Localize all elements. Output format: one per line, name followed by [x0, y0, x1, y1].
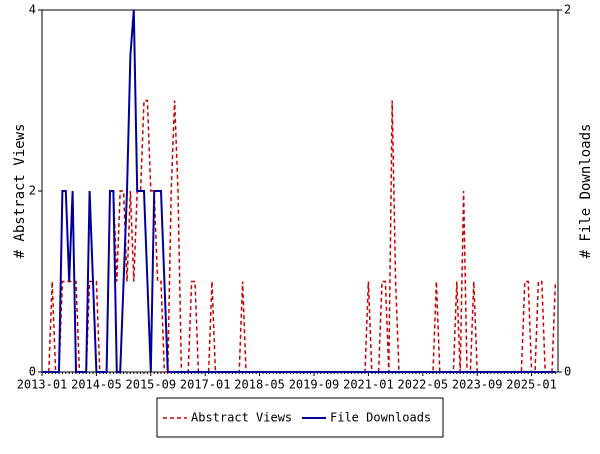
y-tick-label: 2	[29, 184, 36, 198]
x-tick-label: 2018-05	[234, 378, 285, 392]
x-tick-label: 2025-01	[506, 378, 557, 392]
x-tick-label: 2019-09	[289, 378, 340, 392]
y2-axis-title: # File Downloads	[578, 124, 594, 259]
x-tick-label: 2017-01	[180, 378, 231, 392]
x-tick-label: 2022-05	[398, 378, 449, 392]
plot-frame	[41, 9, 559, 373]
y-axis-title: # Abstract Views	[12, 124, 28, 259]
x-tick-label: 2014-05	[71, 378, 122, 392]
x-tick-label: 2021-01	[343, 378, 394, 392]
series-line	[42, 9, 556, 373]
x-tick-label: 2023-09	[452, 378, 503, 392]
y-tick-label: 4	[29, 3, 36, 17]
legend-label: Abstract Views	[191, 411, 292, 425]
y-tick-label: 0	[29, 365, 36, 379]
y2-tick-label: 2	[564, 3, 571, 17]
legend-box	[156, 397, 444, 438]
x-tick-label: 2013-01	[17, 378, 68, 392]
x-tick-label: 2015-09	[126, 378, 177, 392]
y2-tick-label: 0	[564, 365, 571, 379]
legend-label: File Downloads	[330, 411, 431, 425]
